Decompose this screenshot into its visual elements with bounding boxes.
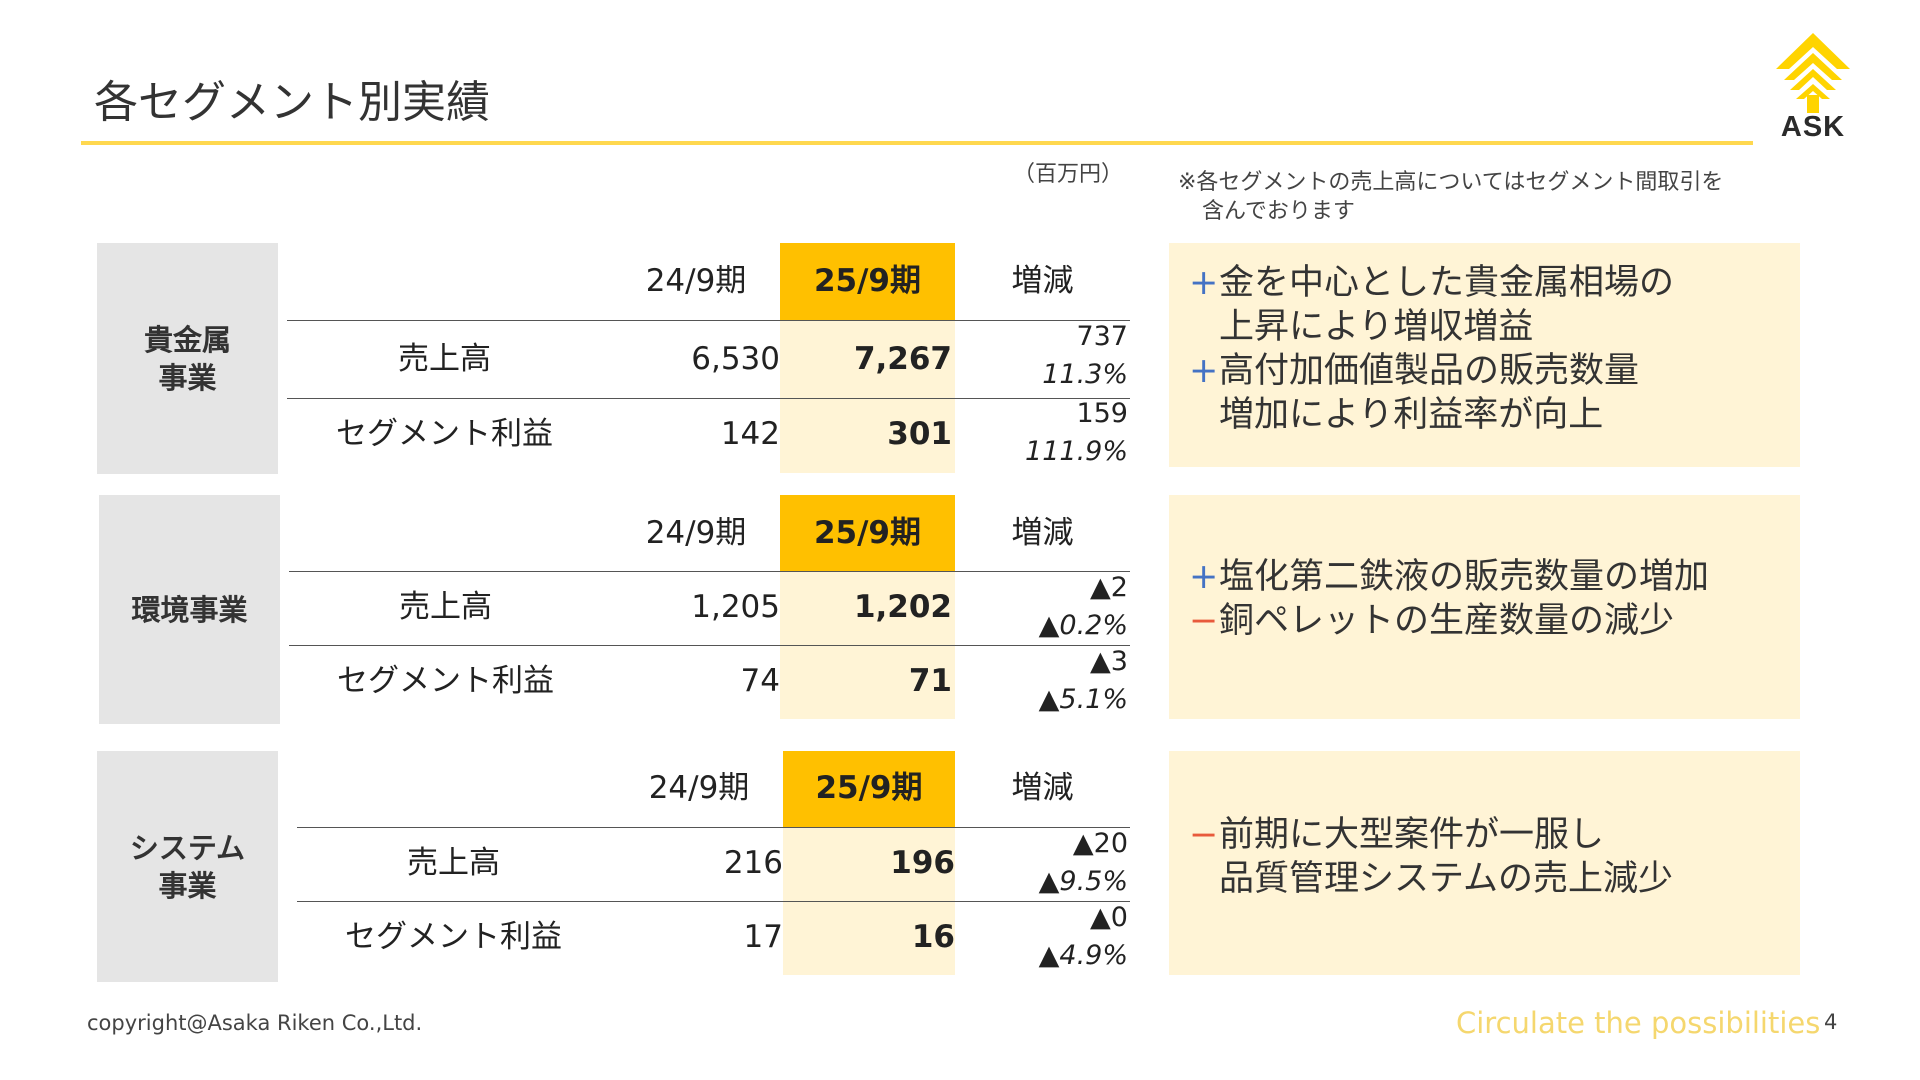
profit-change: ▲0 ▲4.9% — [960, 899, 1128, 975]
segment-label-line-2: 事業 — [158, 868, 217, 903]
profit-change: 159 111.9% — [960, 395, 1128, 471]
comment-text: 塩化第二鉄液の販売数量の増加 — [1219, 557, 1710, 597]
comment-text: 上昇により増収増益 — [1219, 307, 1534, 347]
profit-change-value: ▲0 — [1090, 902, 1128, 933]
comment-text: 増加により利益率が向上 — [1219, 395, 1604, 435]
copyright-text: copyright@Asaka Riken Co.,Ltd. — [87, 1011, 423, 1035]
row-label-sales: 売上高 — [407, 845, 500, 881]
sales-change-pct: ▲9.5% — [1038, 866, 1128, 897]
current-period-header-bg — [780, 243, 955, 320]
comment-line: 増加により利益率が向上 — [1189, 393, 1603, 437]
minus-mark: − — [1189, 815, 1219, 855]
table-rule — [289, 571, 1130, 572]
page-number: 4 — [1824, 1010, 1838, 1034]
header-prev-period: 24/9期 — [645, 515, 747, 551]
comment-line: −銅ペレットの生産数量の減少 — [1189, 599, 1674, 643]
note-line-1: ※各セグメントの売上高についてはセグメント間取引を — [1178, 170, 1724, 195]
plus-mark: + — [1189, 351, 1219, 391]
sales-prev: 216 — [723, 845, 783, 881]
profit-prev: 74 — [740, 663, 780, 699]
comment-text: 金を中心とした貴金属相場の — [1219, 263, 1675, 303]
sales-current: 7,267 — [853, 341, 952, 377]
current-period-column — [780, 320, 955, 473]
header-current-period: 25/9期 — [815, 770, 923, 806]
sales-change-pct: 11.3% — [1042, 359, 1128, 390]
logo-text: ASK — [1780, 111, 1846, 143]
row-label-profit: セグメント利益 — [336, 416, 553, 452]
segment-label: 環境事業 — [99, 495, 280, 724]
row-label-profit: セグメント利益 — [345, 919, 562, 955]
row-label-profit: セグメント利益 — [337, 663, 554, 699]
current-period-header-bg — [783, 751, 955, 827]
current-period-header-bg — [780, 495, 955, 571]
profit-current: 301 — [887, 416, 952, 452]
table-rule — [297, 901, 1130, 902]
segment-note: ※各セグメントの売上高についてはセグメント間取引を 含んでおります — [1178, 168, 1723, 226]
profit-change-value: ▲3 — [1090, 646, 1128, 677]
profit-change-pct: 111.9% — [1025, 436, 1128, 467]
sales-prev: 1,205 — [691, 589, 780, 625]
comment-line: −前期に大型案件が一服し — [1189, 813, 1604, 857]
segment-label-line-2: 事業 — [158, 360, 217, 395]
header-prev-period: 24/9期 — [648, 770, 750, 806]
profit-prev: 17 — [743, 919, 783, 955]
segment-comment-box: −前期に大型案件が一服し 品質管理システムの売上減少 — [1169, 751, 1800, 975]
row-label-sales: 売上高 — [398, 341, 491, 377]
header-change: 増減 — [1011, 263, 1074, 299]
sales-change-value: ▲2 — [1090, 572, 1128, 603]
sales-change: ▲20 ▲9.5% — [960, 825, 1128, 901]
comment-text: 品質管理システムの売上減少 — [1219, 859, 1673, 899]
profit-change: ▲3 ▲5.1% — [960, 643, 1128, 719]
sales-current: 196 — [890, 845, 955, 881]
comment-text: 高付加価値製品の販売数量 — [1219, 351, 1640, 391]
segment-comment-box: +金を中心とした貴金属相場の 上昇により増収増益 +高付加価値製品の販売数量 増… — [1169, 243, 1800, 467]
profit-change-pct: ▲4.9% — [1038, 940, 1128, 971]
segment-label-line-1: 貴金属 — [143, 322, 231, 357]
sales-change-value: ▲20 — [1072, 828, 1128, 859]
profit-change-pct: ▲5.1% — [1038, 684, 1128, 715]
row-label-sales: 売上高 — [399, 589, 492, 625]
header-change: 増減 — [1011, 770, 1074, 806]
table-rule — [289, 645, 1130, 646]
table-rule — [297, 827, 1130, 828]
company-logo: ASK — [1774, 31, 1852, 144]
plus-mark: + — [1189, 263, 1219, 303]
title-underline — [81, 141, 1753, 145]
sales-change: 737 11.3% — [960, 318, 1128, 394]
segment-comment-box: +塩化第二鉄液の販売数量の増加 −銅ペレットの生産数量の減少 — [1169, 495, 1800, 719]
tagline: Circulate the possibilities — [1456, 1006, 1821, 1040]
header-current-period: 25/9期 — [813, 515, 922, 551]
table-rule — [287, 398, 1130, 399]
comment-text: 前期に大型案件が一服し — [1219, 815, 1605, 855]
comment-text: 銅ペレットの生産数量の減少 — [1219, 601, 1675, 641]
segment-label-line-1: システム — [129, 830, 246, 865]
profit-change-value: 159 — [1076, 398, 1128, 429]
sales-change-pct: ▲0.2% — [1038, 610, 1128, 641]
unit-label: （百万円） — [1013, 162, 1124, 187]
segment-label-line-1: 環境事業 — [131, 592, 248, 627]
comment-line: 上昇により増収増益 — [1189, 305, 1533, 349]
comment-line: +金を中心とした貴金属相場の — [1189, 261, 1674, 305]
comment-line: +塩化第二鉄液の販売数量の増加 — [1189, 555, 1709, 599]
sales-prev: 6,530 — [691, 341, 780, 377]
note-line-2: 含んでおります — [1202, 199, 1355, 224]
segment-label: システム 事業 — [97, 751, 278, 982]
profit-prev: 142 — [720, 416, 780, 452]
page-title: 各セグメント別実績 — [94, 77, 490, 128]
comment-line: +高付加価値製品の販売数量 — [1189, 349, 1639, 393]
plus-mark: + — [1189, 557, 1219, 597]
segment-label: 貴金属 事業 — [97, 243, 278, 474]
sales-change-value: 737 — [1076, 321, 1128, 352]
header-change: 増減 — [1011, 515, 1074, 551]
profit-current: 16 — [911, 919, 955, 955]
profit-current: 71 — [908, 663, 952, 699]
header-current-period: 25/9期 — [813, 263, 922, 299]
ask-logo-icon — [1776, 33, 1850, 113]
minus-mark: − — [1189, 601, 1219, 641]
sales-current: 1,202 — [853, 589, 952, 625]
comment-line: 品質管理システムの売上減少 — [1189, 857, 1673, 901]
table-rule — [287, 320, 1130, 321]
sales-change: ▲2 ▲0.2% — [960, 569, 1128, 645]
header-prev-period: 24/9期 — [645, 263, 747, 299]
